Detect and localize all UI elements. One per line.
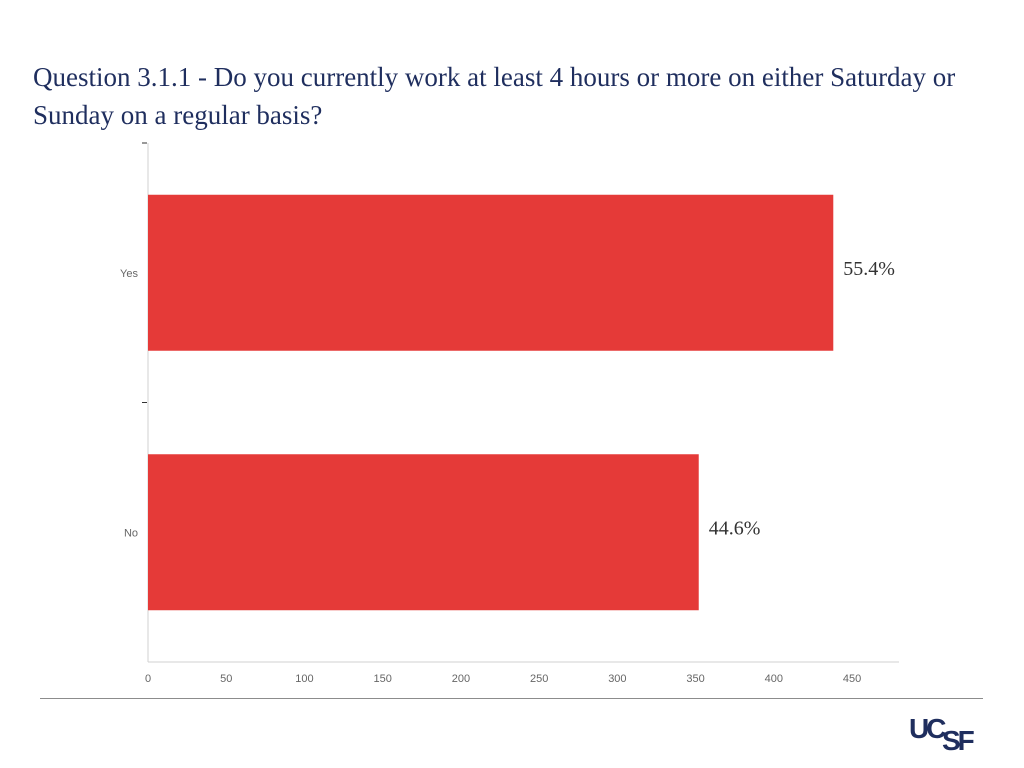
x-tick-label: 0 <box>145 673 151 685</box>
data-labels: 55.4% 44.6% <box>709 258 895 540</box>
category-label: No <box>124 527 138 539</box>
x-tick-label: 250 <box>530 673 548 685</box>
data-label: 44.6% <box>709 517 761 539</box>
x-tick-label: 400 <box>765 673 783 685</box>
category-labels: Yes No <box>120 268 138 540</box>
footer-divider <box>40 698 983 699</box>
bar-yes <box>148 194 834 351</box>
data-label: 55.4% <box>843 258 895 280</box>
x-tick-label: 300 <box>608 673 626 685</box>
category-label: Yes <box>120 268 138 280</box>
x-tick-label: 350 <box>686 673 704 685</box>
x-tick-label: 450 <box>843 673 861 685</box>
logo-uc: UC <box>909 713 946 744</box>
x-tick-label: 200 <box>452 673 470 685</box>
x-tick-label: 50 <box>220 673 232 685</box>
x-tick-label: 100 <box>295 673 313 685</box>
bar-chart: 0 50 100 150 200 250 300 350 400 450 Yes No 55.4% 4… <box>120 142 899 685</box>
ucsf-logo: UC SF <box>909 713 989 757</box>
x-tick-labels: 0 50 100 150 200 250 300 350 400 450 <box>145 673 861 685</box>
x-tick-label: 150 <box>374 673 392 685</box>
chart-bars <box>148 194 834 611</box>
bar-no <box>148 454 699 611</box>
page-title: Question 3.1.1 - Do you currently work a… <box>33 62 956 130</box>
logo-sf: SF <box>942 725 975 756</box>
